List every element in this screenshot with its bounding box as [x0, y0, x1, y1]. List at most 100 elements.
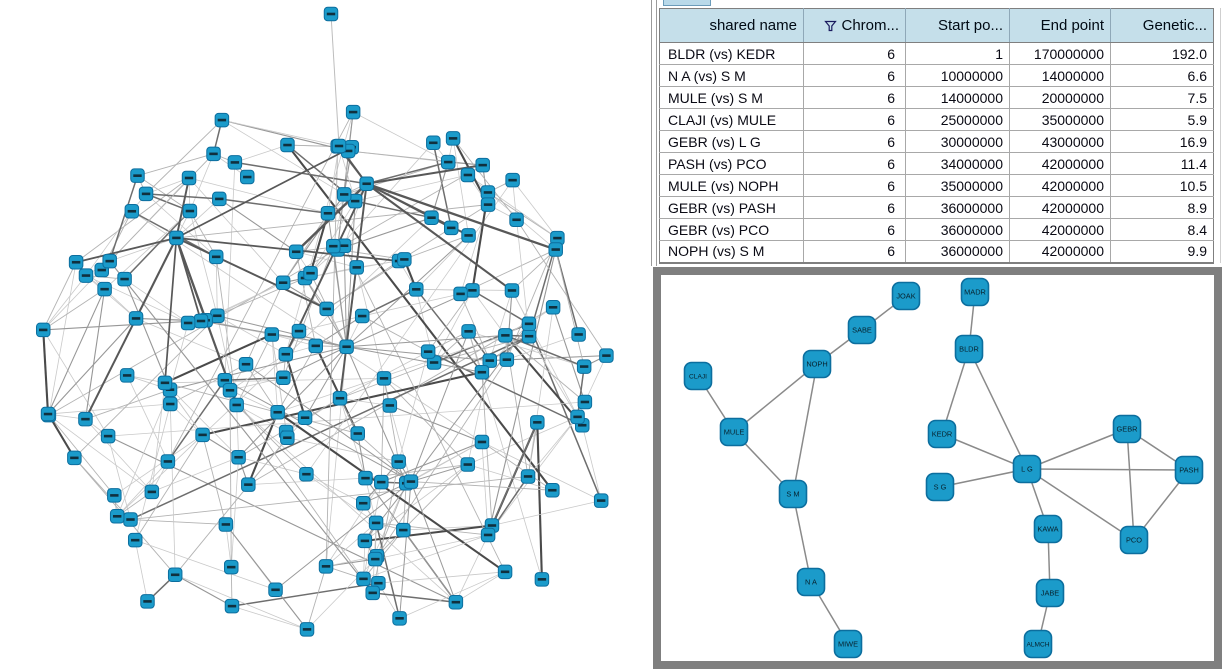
table-cell: 6 — [803, 86, 906, 109]
table-cell: 20000000 — [1009, 86, 1111, 109]
table-cell: 35000000 — [1009, 108, 1111, 131]
table-cell: GEBR (vs) PCO — [659, 218, 804, 241]
table-header-row: shared name Chrom... Start po... End point G… — [659, 8, 1214, 43]
table-cell: 6 — [803, 174, 906, 197]
column-header-shared-name[interactable]: shared name — [659, 8, 804, 43]
table-row[interactable]: N A (vs) S M 6 10000000 14000000 6.6 — [659, 64, 1214, 87]
table-cell: 36000000 — [905, 218, 1010, 241]
table-row[interactable]: GEBR (vs) PCO 6 36000000 42000000 8.4 — [659, 218, 1214, 241]
network-edge-SM-NA — [792, 493, 812, 583]
table-row[interactable]: CLAJI (vs) MULE 6 25000000 35000000 5.9 — [659, 108, 1214, 131]
table-cell: 16.9 — [1110, 130, 1214, 153]
table-cell: 6 — [803, 64, 906, 87]
node-label: L G — [1021, 465, 1033, 474]
table-row[interactable]: BLDR (vs) KEDR 6 1 170000000 192.0 — [659, 42, 1214, 65]
table-cell: 6 — [803, 130, 906, 153]
table-cell: N A (vs) S M — [659, 64, 804, 87]
network-node-SG[interactable]: S G — [925, 472, 955, 502]
small-network-graph: JOAK SABE NOPH CLAJI MULE S M N A MIWE MADR BLDR K… — [683, 277, 1204, 659]
network-node-MIWE[interactable]: MIWE — [833, 629, 863, 659]
table-cell: 34000000 — [905, 152, 1010, 175]
column-label: shared name — [709, 17, 797, 34]
network-node-ALMCH[interactable]: ALMCH — [1023, 629, 1053, 659]
network-node-PCO[interactable]: PCO — [1119, 525, 1149, 555]
node-label: KAWA — [1037, 525, 1058, 534]
network-node-MULE[interactable]: MULE — [719, 417, 749, 447]
large-network-canvas[interactable] — [0, 0, 648, 669]
column-header-start-po-[interactable]: Start po... — [905, 8, 1010, 43]
network-node-CLAJI[interactable]: CLAJI — [683, 361, 713, 391]
table-cell: PASH (vs) PCO — [659, 152, 804, 175]
table-cell: 5.9 — [1110, 108, 1214, 131]
node-label: BLDR — [959, 345, 979, 354]
table-cell: 11.4 — [1110, 152, 1214, 175]
table-row[interactable]: NOPH (vs) S M 6 36000000 42000000 9.9 — [659, 240, 1214, 263]
column-header-end-point[interactable]: End point — [1009, 8, 1111, 43]
network-edge-SG-LG — [939, 468, 1028, 488]
table-cell: 30000000 — [905, 130, 1010, 153]
table-cell: 9.9 — [1110, 240, 1214, 263]
table-cell: 35000000 — [905, 174, 1010, 197]
column-header-chrom-[interactable]: Chrom... — [803, 8, 906, 43]
network-node-KAWA[interactable]: KAWA — [1033, 514, 1063, 544]
network-node-SABE[interactable]: SABE — [847, 315, 877, 345]
edge-attribute-table: shared name Chrom... Start po... End point G… — [659, 8, 1214, 264]
network-node-JABE[interactable]: JABE — [1035, 578, 1065, 608]
table-cell: 42000000 — [1009, 152, 1111, 175]
node-label: JOAK — [896, 292, 915, 301]
table-cell: GEBR (vs) PASH — [659, 196, 804, 219]
table-cell: 6 — [803, 196, 906, 219]
node-label: S M — [786, 490, 799, 499]
network-node-MADR[interactable]: MADR — [960, 277, 990, 307]
node-label: PCO — [1126, 536, 1142, 545]
table-tab-remnant[interactable] — [663, 0, 711, 6]
network-edge-NOPH-SM — [792, 363, 818, 495]
network-node-NOPH[interactable]: NOPH — [802, 349, 832, 379]
table-cell: MULE (vs) S M — [659, 86, 804, 109]
panel-splitter-line[interactable] — [651, 0, 652, 266]
network-node-LG[interactable]: L G — [1012, 454, 1042, 484]
column-header-genetic-[interactable]: Genetic... — [1110, 8, 1214, 43]
table-cell: 170000000 — [1009, 42, 1111, 65]
table-row[interactable]: GEBR (vs) PASH 6 36000000 42000000 8.9 — [659, 196, 1214, 219]
node-label: JABE — [1041, 589, 1060, 598]
table-cell: 43000000 — [1009, 130, 1111, 153]
node-label: CLAJI — [689, 374, 707, 381]
column-label: Start po... — [937, 17, 1003, 34]
table-cell: 36000000 — [905, 240, 1010, 263]
table-cell: 10000000 — [905, 64, 1010, 87]
table-row[interactable]: MULE (vs) S M 6 14000000 20000000 7.5 — [659, 86, 1214, 109]
column-label: Chrom... — [841, 17, 899, 34]
table-cell: 25000000 — [905, 108, 1010, 131]
network-node-GEBR[interactable]: GEBR — [1112, 414, 1142, 444]
node-label: S G — [934, 483, 947, 492]
table-cell: 42000000 — [1009, 240, 1111, 263]
table-cell: 42000000 — [1009, 174, 1111, 197]
small-network-viewport[interactable]: JOAK SABE NOPH CLAJI MULE S M N A MIWE MADR BLDR K… — [661, 275, 1214, 661]
network-node-JOAK[interactable]: JOAK — [891, 281, 921, 311]
table-row[interactable]: MULE (vs) NOPH 6 35000000 42000000 10.5 — [659, 174, 1214, 197]
node-label: PASH — [1179, 466, 1199, 475]
network-edge-LG-PASH — [1026, 468, 1190, 471]
node-label: MULE — [724, 428, 745, 437]
network-node-SM[interactable]: S M — [778, 479, 808, 509]
table-cell: BLDR (vs) KEDR — [659, 42, 804, 65]
table-cell: 6 — [803, 218, 906, 241]
table-cell: 6 — [803, 108, 906, 131]
filter-funnel-icon[interactable] — [824, 20, 838, 32]
node-label: MIWE — [838, 640, 858, 649]
network-node-NA[interactable]: N A — [796, 567, 826, 597]
node-label: GEBR — [1117, 425, 1138, 434]
panel-splitter-line[interactable] — [656, 0, 657, 266]
column-label: Genetic... — [1142, 17, 1207, 34]
network-node-KEDR[interactable]: KEDR — [927, 419, 957, 449]
network-node-BLDR[interactable]: BLDR — [954, 334, 984, 364]
node-label: ALMCH — [1026, 642, 1049, 649]
network-edge-LG-PCO — [1026, 468, 1135, 541]
network-node-PASH[interactable]: PASH — [1174, 455, 1204, 485]
table-row[interactable]: GEBR (vs) L G 6 30000000 43000000 16.9 — [659, 130, 1214, 153]
table-cell: 1 — [905, 42, 1010, 65]
table-row[interactable]: PASH (vs) PCO 6 34000000 42000000 11.4 — [659, 152, 1214, 175]
table-scroll-edge — [1220, 8, 1221, 263]
